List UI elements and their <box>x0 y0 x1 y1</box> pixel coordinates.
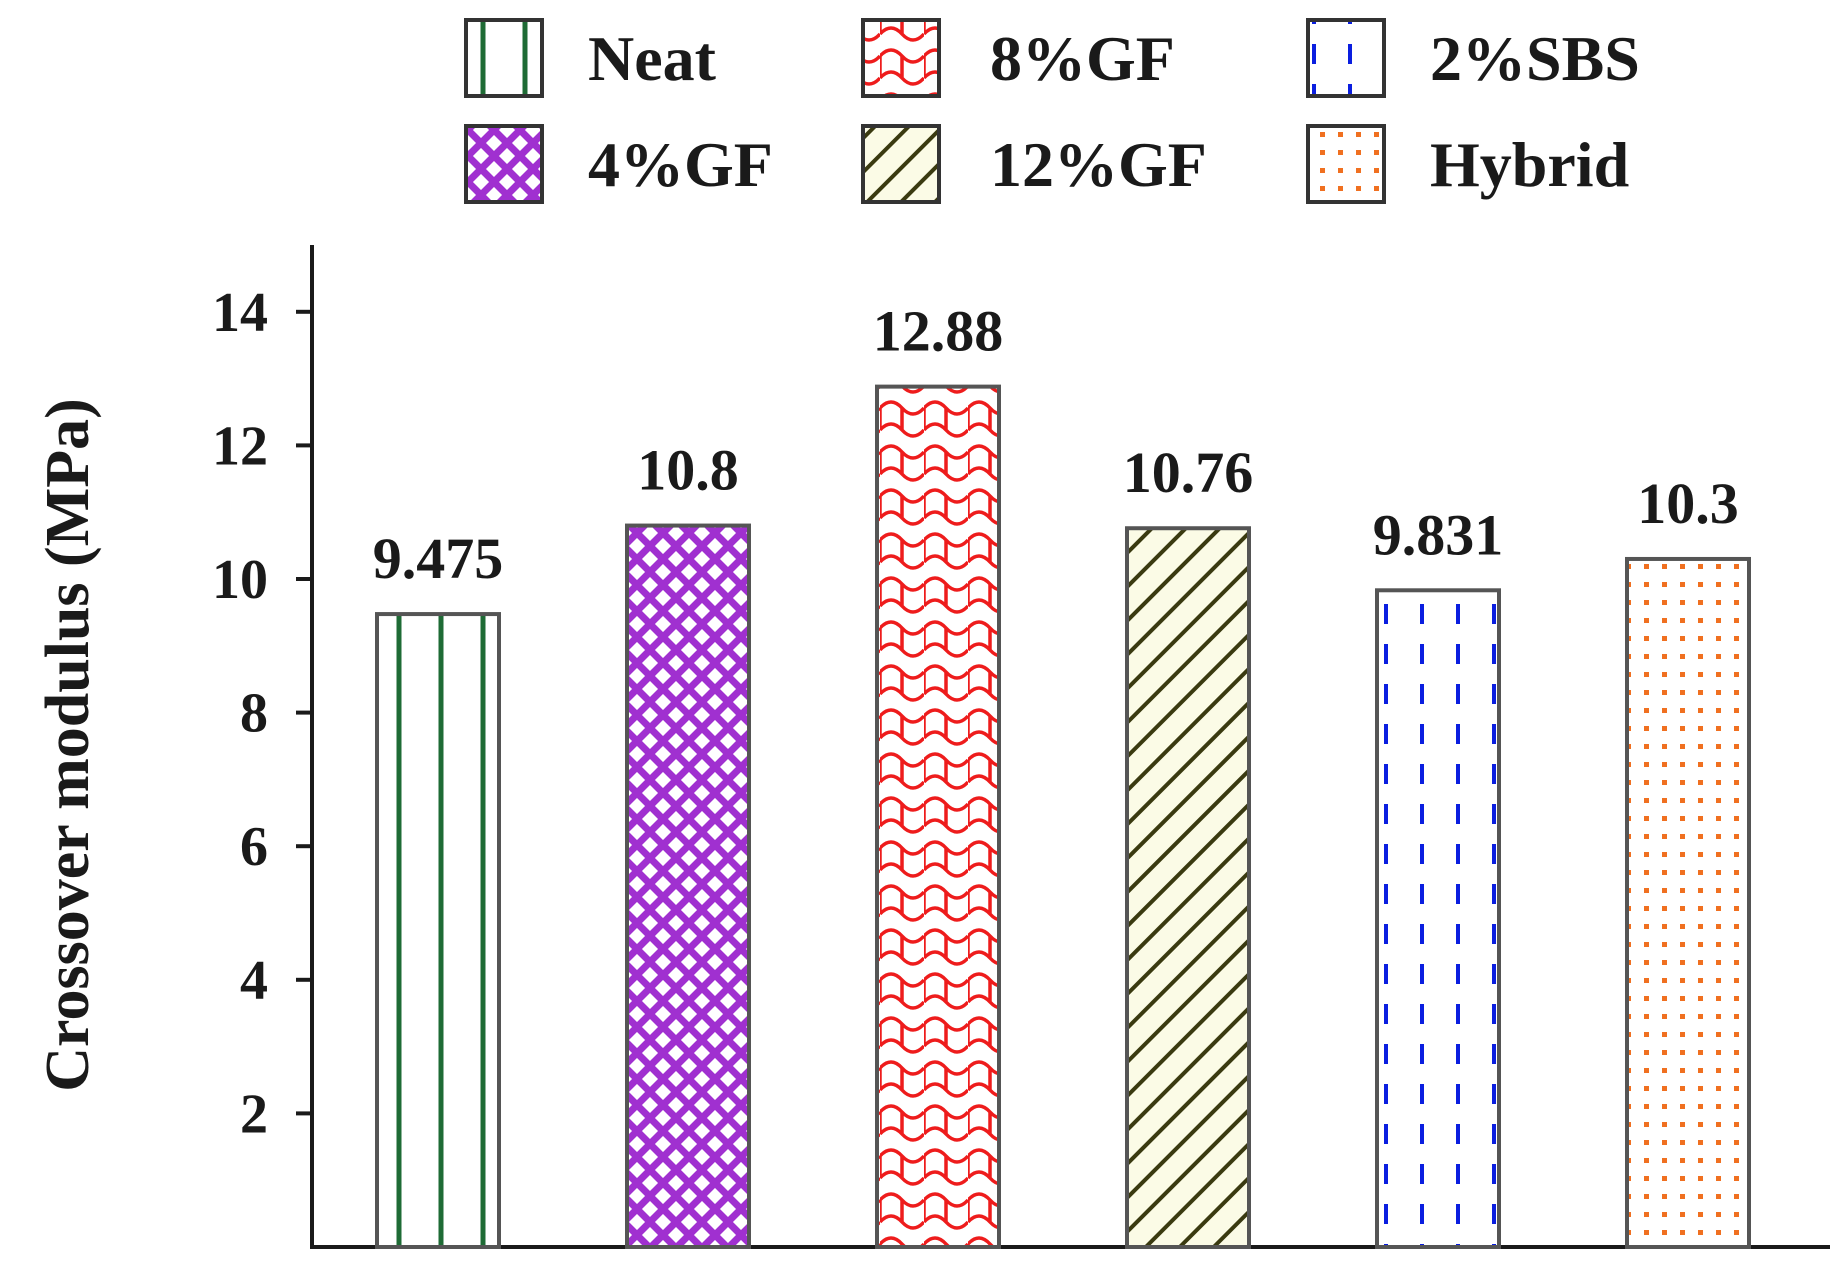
legend-label-2sbs: 2%SBS <box>1430 23 1640 94</box>
y-axis-ticks: 2 4 6 8 10 12 14 <box>212 282 312 1145</box>
data-label-hybrid: 10.3 <box>1637 471 1739 536</box>
bar-12gf <box>1125 526 1251 1249</box>
bar-4gf <box>625 523 751 1249</box>
y-tick-label: 14 <box>212 282 268 344</box>
legend-swatch-8gf <box>861 18 941 98</box>
data-label-8gf: 12.88 <box>873 299 1004 364</box>
data-label-4gf: 10.8 <box>637 438 739 503</box>
legend-label-12gf: 12%GF <box>990 129 1207 200</box>
legend-label-hybrid: Hybrid <box>1430 129 1629 200</box>
legend-swatch-12gf <box>861 124 941 204</box>
legend-swatch-neat <box>464 18 544 98</box>
legend-swatch-2sbs <box>1306 18 1386 98</box>
y-tick-label: 6 <box>240 816 268 878</box>
y-tick-label: 12 <box>212 415 268 477</box>
data-label-neat: 9.475 <box>373 526 504 591</box>
y-tick-label: 4 <box>240 950 268 1012</box>
y-tick-label: 10 <box>212 549 268 611</box>
bar-neat <box>375 612 501 1249</box>
data-labels: 9.475 10.8 12.88 10.76 9.831 10.3 <box>373 299 1739 591</box>
bar-2sbs <box>1375 588 1501 1249</box>
legend-swatch-hybrid <box>1306 124 1386 204</box>
legend: Neat 8%GF 2%SBS 4%GF 12%GF Hybrid <box>464 18 1640 204</box>
y-axis-title: Crossover modulus (MPa) <box>34 398 102 1091</box>
legend-swatch-4gf <box>464 124 544 204</box>
legend-label-neat: Neat <box>588 23 717 94</box>
bar-hybrid <box>1625 556 1751 1249</box>
bar-series <box>375 384 1751 1249</box>
legend-label-8gf: 8%GF <box>990 23 1175 94</box>
data-label-12gf: 10.76 <box>1123 440 1254 505</box>
data-label-2sbs: 9.831 <box>1373 502 1504 567</box>
bar-8gf <box>875 384 1001 1249</box>
y-tick-label: 8 <box>240 683 268 745</box>
legend-label-4gf: 4%GF <box>588 129 773 200</box>
y-tick-label: 2 <box>240 1083 268 1145</box>
